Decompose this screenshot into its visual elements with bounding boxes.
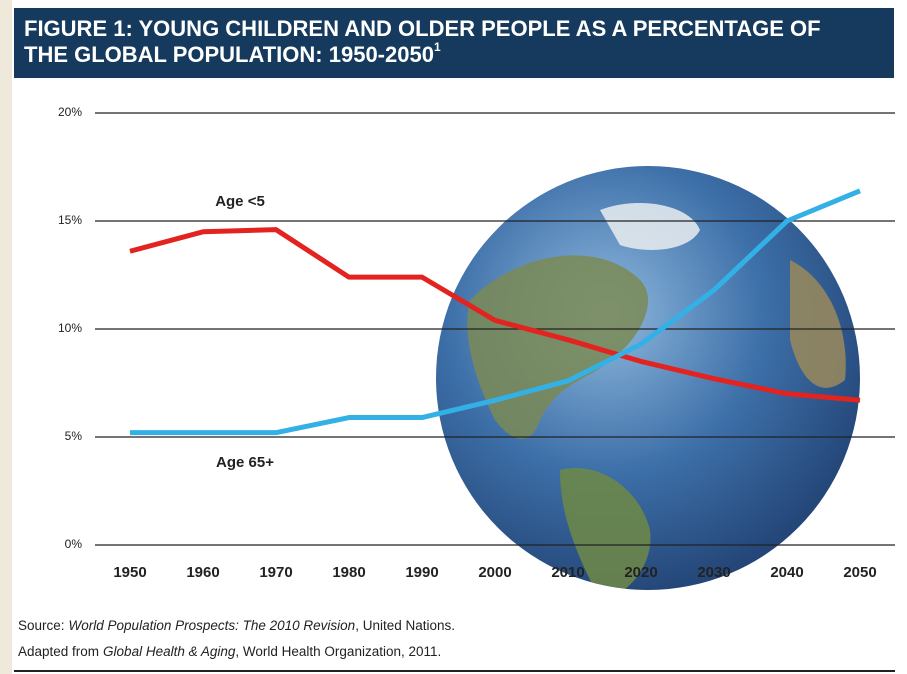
title-text: THE GLOBAL POPULATION: 1950-2050 bbox=[24, 42, 434, 67]
x-tick-label: 2040 bbox=[770, 564, 803, 581]
source-label: Source: bbox=[18, 618, 65, 633]
x-tick-label: 2000 bbox=[478, 564, 511, 581]
globe-land bbox=[467, 202, 846, 590]
globe bbox=[436, 166, 860, 590]
y-tick-label: 15% bbox=[58, 213, 82, 227]
y-tick-label: 0% bbox=[65, 537, 83, 551]
series-line bbox=[129, 227, 861, 403]
source-rest: , United Nations. bbox=[355, 618, 455, 633]
x-tick-label: 2010 bbox=[551, 564, 584, 581]
x-tick-label: 1990 bbox=[405, 564, 438, 581]
source-work: Global Health & Aging bbox=[103, 644, 236, 659]
series-label: Age <5 bbox=[215, 193, 265, 210]
x-tick-label: 2020 bbox=[624, 564, 657, 581]
chart-title-line-2: THE GLOBAL POPULATION: 1950-20501 bbox=[24, 40, 441, 67]
x-tick-label: 1960 bbox=[186, 564, 219, 581]
source-line-1: Source: World Population Prospects: The 2… bbox=[18, 618, 455, 633]
x-tick-label: 1950 bbox=[113, 564, 146, 581]
y-tick-label: 5% bbox=[65, 429, 83, 443]
source-work: World Population Prospects: The 2010 Rev… bbox=[69, 618, 356, 633]
source-rest: , World Health Organization, 2011. bbox=[235, 644, 441, 659]
source-line-2: Adapted from Global Health & Aging, World… bbox=[18, 644, 441, 659]
source-label: Adapted from bbox=[18, 644, 99, 659]
series-label: Age 65+ bbox=[216, 454, 274, 471]
chart-title-line-1: FIGURE 1: YOUNG CHILDREN AND OLDER PEOPL… bbox=[24, 16, 821, 41]
x-tick-label: 1980 bbox=[332, 564, 365, 581]
title-bar bbox=[14, 8, 894, 78]
x-tick-label: 1970 bbox=[259, 564, 292, 581]
x-tick-label: 2050 bbox=[843, 564, 876, 581]
plot-area: 0% 5% 10% 15% 20% 1950 1960 1970 1980 1990 2000 201… bbox=[58, 105, 895, 581]
x-tick-label: 2030 bbox=[697, 564, 730, 581]
y-tick-label: 10% bbox=[58, 321, 82, 335]
series-line bbox=[130, 188, 861, 436]
title-superscript: 1 bbox=[434, 40, 441, 54]
y-tick-label: 20% bbox=[58, 105, 82, 119]
